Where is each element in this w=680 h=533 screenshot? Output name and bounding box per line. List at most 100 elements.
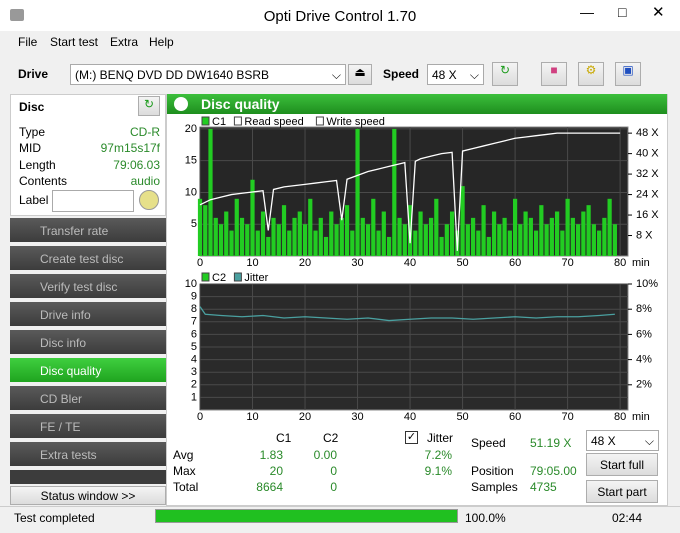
bar [276,224,281,256]
legend-label: Write speed [326,116,385,128]
settings-button[interactable]: ⚙ [578,62,604,86]
label-input[interactable] [52,190,134,212]
bar [213,217,218,256]
nav-item[interactable]: Disc quality [10,358,166,384]
bar [507,230,512,256]
stat-header: C1 [276,431,292,445]
nav-item[interactable]: Verify test disc [10,274,166,300]
disc-value: CD-R [130,125,160,139]
y2-tick-label: 8% [636,303,652,315]
minimize[interactable]: — [580,4,594,20]
bar [539,205,544,256]
nav-item[interactable]: CD Bler [10,386,166,412]
jitter-checkbox[interactable]: ✓ [405,431,418,444]
drive-select[interactable]: (M:) BENQ DVD DD DW1640 BSRB ⌵ [70,64,346,85]
erase-button[interactable]: ■ [541,62,567,86]
nav-item[interactable]: Create test disc [10,246,166,272]
maximize[interactable]: □ [618,4,627,20]
label-key: Label [19,193,49,207]
bar [434,198,439,256]
panel-header [167,94,667,114]
y2-tick-label: 6% [636,328,652,340]
bar [565,198,570,256]
bar [229,230,234,256]
bar [576,224,581,256]
x-tick-label: 70 [561,257,573,269]
disc-key: Length [19,158,56,172]
bar [344,205,350,256]
stat-value: 0.00 [313,448,337,462]
stat-row-label: Max [173,464,196,478]
menu-item[interactable]: Start test [50,35,99,49]
bar [281,205,287,256]
y-tick-label: 20 [185,123,197,135]
nav-item[interactable]: Disc info [10,330,166,356]
y2-tick-label: 32 X [636,168,659,180]
window-title: Opti Drive Control 1.70 [263,8,417,25]
bar [460,186,465,256]
cd-icon[interactable] [139,190,159,210]
progress-text: 100.0% [465,511,506,525]
refresh-button[interactable]: ↻ [492,62,518,86]
x-tick-label: 50 [456,411,468,423]
disc-value: 79:06.03 [113,158,160,172]
bar [381,211,386,256]
speed-label: Speed [383,67,420,81]
nav-item[interactable]: Drive info [10,302,166,328]
close[interactable]: ✕ [652,4,665,21]
x-tick-label: 70 [561,411,573,423]
y-tick-label: 3 [191,366,197,378]
bar [271,217,276,256]
disc-title: Disc [19,100,45,114]
disc-key: MID [19,141,41,155]
line [199,132,621,251]
status-window-button[interactable]: Status window >> [10,486,166,505]
eject-button[interactable]: ⏏ [348,64,372,85]
speed-value: 48 X [432,68,457,82]
bar [428,217,434,256]
y2-tick-label: 8 X [636,229,653,241]
bar [197,198,203,256]
save-button[interactable]: ▣ [615,62,641,86]
y2-tick-label: 24 X [636,188,659,200]
menu-item[interactable]: Help [149,35,174,49]
bar [350,230,355,256]
stat-value: 8664 [256,480,283,494]
bar [302,224,308,256]
x-tick-label: 30 [351,411,363,423]
bar [360,217,365,256]
x-tick-label: 80 [614,411,626,423]
nav-item[interactable]: Transfer rate [10,218,166,244]
y-tick-label: 5 [191,341,197,353]
x-tick-label: 50 [456,257,468,269]
disc-refresh[interactable]: ↻ [138,96,160,116]
bar [544,224,549,256]
menu-item[interactable]: File [18,35,38,49]
bar [224,211,229,256]
y-tick-label: 5 [191,218,197,230]
x-tick-label: 0 [197,257,203,269]
bar [528,217,533,256]
test-speed-select[interactable]: 48 X ⌵ [586,430,659,451]
bar [591,224,596,256]
y2-tick-label: 40 X [636,148,659,160]
panel-title: Disc quality [201,96,280,112]
stat-value: 1.83 [259,448,283,462]
start-part-button[interactable]: Start part [586,480,658,503]
bar [470,217,476,256]
menu-item[interactable]: Extra [110,35,139,49]
bar [323,236,329,256]
bar [607,198,612,256]
bar [292,217,297,256]
stat-header: C2 [323,431,339,445]
x-tick-label: 40 [404,257,416,269]
disc-value: audio [130,174,160,188]
nav-item[interactable]: Extra tests [10,442,166,468]
stat-value: 20 [269,464,283,478]
speed-select[interactable]: 48 X ⌵ [427,64,484,85]
start-full-button[interactable]: Start full [586,453,658,476]
legend-label: Read speed [244,116,303,128]
nav-item[interactable]: FE / TE [10,414,166,440]
drive-label: Drive [18,67,49,81]
bar [371,198,376,256]
